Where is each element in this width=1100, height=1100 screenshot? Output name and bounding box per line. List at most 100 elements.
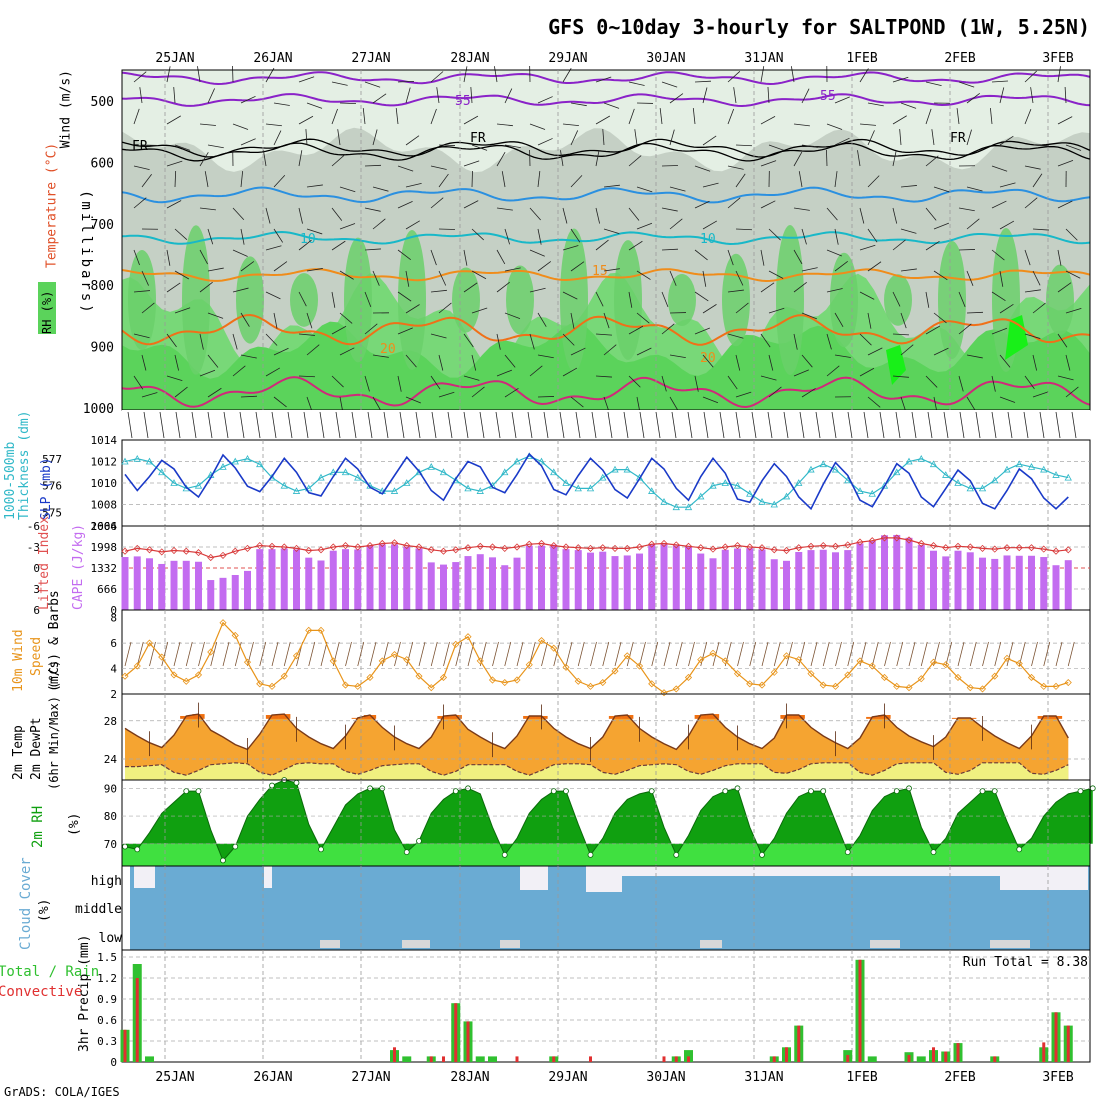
- wind10-barb: [810, 641, 818, 667]
- wind-barb: [405, 183, 422, 188]
- precip-conv-bar: [123, 1029, 127, 1062]
- rh-shade-plume: [398, 230, 426, 370]
- wind-barb: [1057, 66, 1061, 83]
- wind-barb: [207, 88, 215, 104]
- cape-bar: [452, 562, 460, 610]
- wind-barb: [232, 287, 249, 293]
- wind-barb: [166, 66, 171, 83]
- wind-barb: [273, 130, 282, 146]
- wind-barb: [831, 411, 837, 439]
- wind-barb: [694, 165, 711, 172]
- cape-bar: [440, 564, 447, 610]
- wind-barb: [1024, 70, 1037, 83]
- cape-bar: [182, 560, 190, 610]
- wind10-barb: [1018, 641, 1026, 667]
- lifted-point: [978, 544, 987, 552]
- lifted-point: [550, 542, 558, 550]
- lifted-point: [537, 539, 546, 548]
- cape-bar: [697, 553, 705, 610]
- lifted-point: [856, 538, 864, 546]
- wind-barb: [867, 261, 882, 272]
- wind10-barb: [136, 641, 144, 667]
- thickness-point: [672, 503, 680, 511]
- cape-bar: [636, 553, 643, 610]
- lifted-point: [292, 544, 301, 552]
- wind-barb: [661, 291, 669, 308]
- wind10-barb: [700, 641, 708, 667]
- wind-barb: [694, 80, 711, 83]
- rh-shade-plume: [344, 237, 372, 363]
- wind10-point: [880, 673, 889, 682]
- precip-conv-bar: [552, 1056, 556, 1062]
- series-lifted-index: [124, 537, 1069, 559]
- wind-barb: [504, 267, 521, 272]
- wind-barb: [511, 411, 517, 439]
- wind10-point: [207, 648, 215, 656]
- wind-barb: [999, 182, 1016, 188]
- wind-barb: [265, 245, 282, 251]
- rh-shade-plume: [668, 274, 696, 326]
- cape-bar: [807, 550, 815, 610]
- wind-barb: [133, 333, 150, 339]
- wind10-barb: [443, 641, 450, 667]
- precip-ytick: 0.9: [97, 993, 117, 1006]
- series-temp: [124, 713, 1069, 751]
- wind-barb: [798, 171, 803, 188]
- wind-barb: [815, 411, 821, 439]
- wind-barb: [628, 108, 635, 125]
- wind-barb: [768, 307, 785, 314]
- lifted-point: [268, 542, 276, 550]
- wind-barb: [362, 108, 366, 125]
- cape-bar: [685, 546, 692, 610]
- date-label-bottom: 2FEB: [944, 1070, 975, 1085]
- thickness-point: [623, 465, 631, 473]
- wind-barb: [415, 411, 421, 439]
- wind10-barb: [626, 641, 634, 667]
- date-label-bottom: 29JAN: [548, 1070, 587, 1085]
- wind-barb: [405, 135, 420, 146]
- cape-bar: [415, 548, 423, 610]
- precip-conv-bar: [674, 1056, 678, 1062]
- wind-barb: [702, 135, 717, 146]
- thickness-point: [586, 484, 595, 492]
- thickness-point: [795, 479, 803, 486]
- cloud-level-label: middle: [75, 902, 122, 917]
- wind-barb: [1065, 386, 1079, 398]
- wind10-point: [525, 661, 533, 669]
- wind10-point: [942, 661, 950, 669]
- wind-barb: [659, 108, 663, 125]
- wind-barb: [141, 270, 149, 286]
- wind-barb: [1057, 160, 1074, 167]
- lifted-point: [586, 544, 595, 552]
- wind-barb: [471, 270, 487, 280]
- wind10-barb: [553, 641, 561, 667]
- wind10-point: [856, 657, 864, 665]
- precip-ytick: 1.2: [97, 972, 117, 985]
- wind-barb: [735, 354, 741, 371]
- lifted-point: [795, 544, 803, 552]
- rh2m-point: [501, 852, 508, 858]
- cape-bar: [893, 534, 901, 610]
- cape-bar: [403, 546, 411, 610]
- lifted-point: [721, 543, 729, 551]
- wind-barb: [496, 207, 513, 211]
- lifted-point: [1015, 544, 1023, 552]
- wind-barb: [204, 171, 209, 188]
- precip-conv-bar: [858, 959, 862, 1062]
- cape-bar: [207, 580, 215, 610]
- wind-barb: [306, 184, 323, 188]
- rh2m-point: [452, 788, 459, 794]
- wind-barb: [1065, 308, 1082, 314]
- cape-bar: [366, 545, 374, 610]
- cape-bar: [819, 549, 827, 610]
- wind-barb: [595, 291, 604, 307]
- bottom-date-labels: 25JAN 26JAN 27JAN 28JAN 29JAN 30JAN 31JAN 1FEB 2…: [155, 1070, 1073, 1085]
- precip-conv-bar: [846, 1055, 850, 1062]
- top-date-labels: 25JAN 26JAN 27JAN 28JAN 29JAN 30JAN 31JAN 1FEB 2…: [155, 51, 1073, 66]
- temp-peak: [449, 715, 462, 719]
- cape-label-left: Lifted Index: [37, 516, 52, 610]
- wind-barb: [826, 365, 840, 377]
- wind-barb: [339, 223, 356, 230]
- cloud-cover-panel: high middle low: [75, 865, 1091, 951]
